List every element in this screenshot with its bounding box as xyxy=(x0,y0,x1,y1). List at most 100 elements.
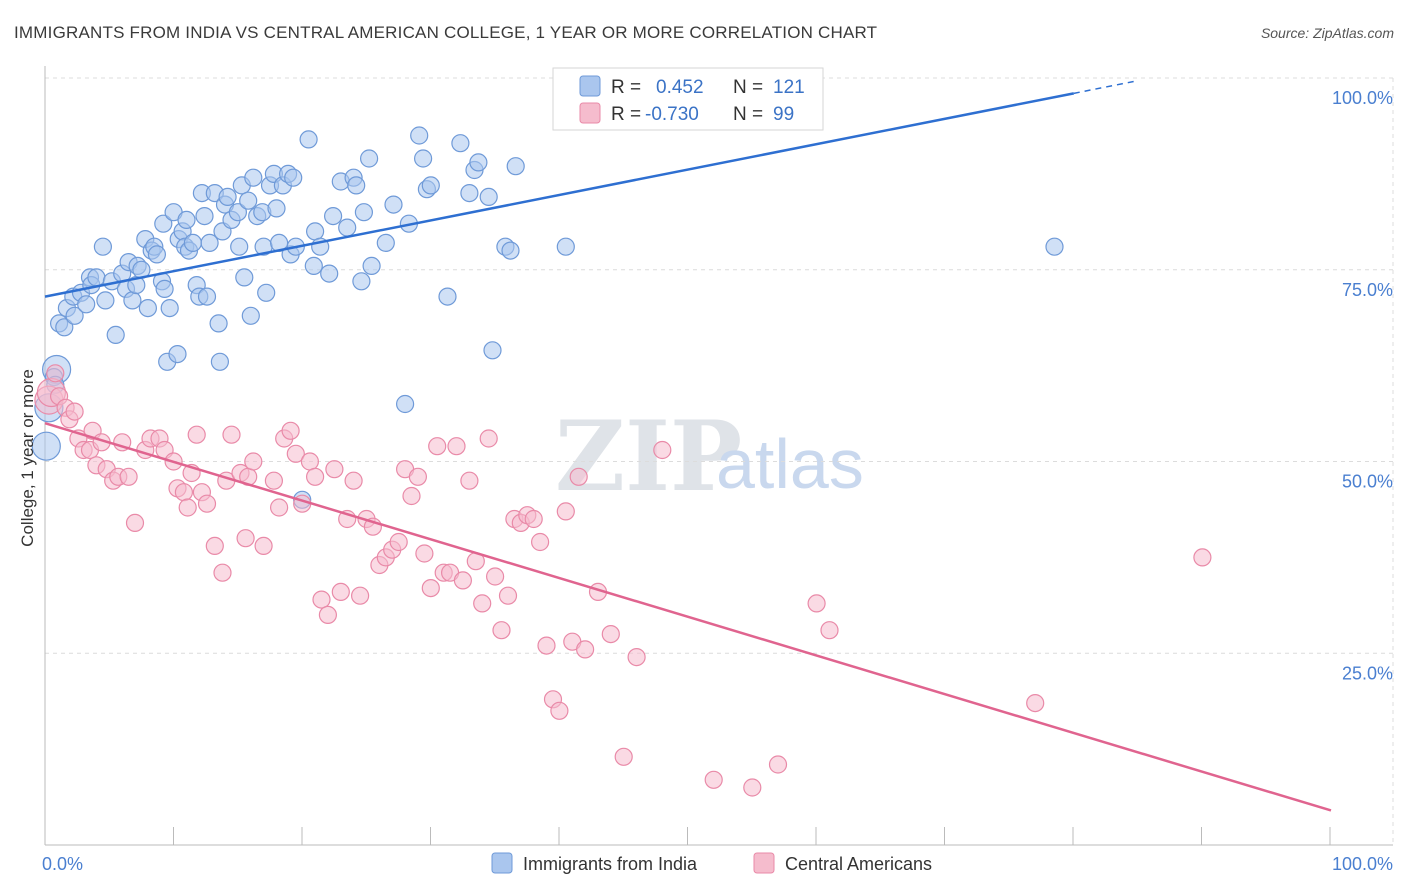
point-india xyxy=(55,318,74,337)
point-india xyxy=(506,157,525,176)
point-central-americans xyxy=(768,755,788,774)
point-central-americans xyxy=(351,586,370,605)
point-india xyxy=(257,283,276,302)
point-india xyxy=(451,134,470,153)
point-india xyxy=(241,306,260,325)
point-central-americans xyxy=(492,621,511,640)
point-india xyxy=(96,291,115,310)
point-central-americans xyxy=(820,621,839,640)
x-tick-label: 0.0% xyxy=(42,854,83,874)
legend-n-label-india: N = xyxy=(733,77,763,98)
point-central-americans xyxy=(447,437,466,456)
watermark-atlas: atlas xyxy=(716,425,864,503)
point-central-americans xyxy=(187,425,206,444)
point-central-americans xyxy=(174,483,193,502)
point-india xyxy=(183,233,202,252)
y-tick-label: 75.0% xyxy=(1342,280,1393,300)
point-central-americans xyxy=(569,467,588,486)
point-central-americans xyxy=(556,502,575,521)
point-central-americans xyxy=(270,498,289,517)
point-central-americans xyxy=(306,467,325,486)
point-central-americans xyxy=(460,471,479,490)
point-central-americans xyxy=(402,486,421,506)
point-central-americans xyxy=(46,364,65,383)
point-india xyxy=(376,233,395,252)
point-central-americans xyxy=(743,778,762,797)
point-india xyxy=(244,168,263,187)
point-central-americans xyxy=(453,571,472,590)
point-india xyxy=(556,237,575,256)
legend-n-value-india: 121 xyxy=(773,77,805,98)
point-india xyxy=(324,207,343,226)
point-india xyxy=(267,199,286,218)
point-india xyxy=(338,218,357,237)
point-central-americans xyxy=(415,544,434,563)
point-central-americans xyxy=(575,640,595,659)
point-central-americans xyxy=(704,770,723,789)
point-central-americans xyxy=(65,402,84,421)
series-swatch-india xyxy=(491,852,513,874)
point-central-americans xyxy=(205,536,224,556)
point-central-americans xyxy=(281,421,300,440)
point-central-americans xyxy=(236,529,255,548)
point-india xyxy=(147,245,166,264)
stats-legend: R = 0.452 N = 121 R = -0.730 N = 99 xyxy=(552,67,824,131)
point-india xyxy=(362,256,381,275)
point-central-americans xyxy=(254,536,273,556)
y-tick-label: 50.0% xyxy=(1342,472,1393,492)
point-central-americans xyxy=(119,467,138,486)
point-central-americans xyxy=(244,452,263,471)
y-tick-label: 25.0% xyxy=(1342,663,1393,683)
trend-line-india-extension xyxy=(1073,79,1139,95)
trend-line-india xyxy=(44,92,1075,298)
series-swatch-central xyxy=(753,852,775,874)
point-india xyxy=(200,233,219,252)
legend-n-value-central: 99 xyxy=(773,104,794,125)
legend-swatch-india xyxy=(579,75,601,97)
point-india xyxy=(77,295,96,314)
point-india xyxy=(469,153,488,172)
point-india xyxy=(160,299,179,318)
point-india xyxy=(1045,237,1064,256)
point-central-americans xyxy=(197,494,217,513)
series-label-central: Central Americans xyxy=(785,854,932,874)
point-india xyxy=(347,176,366,195)
point-india xyxy=(197,287,217,306)
point-central-americans xyxy=(524,509,543,529)
point-central-americans xyxy=(222,425,241,444)
point-central-americans xyxy=(318,605,337,625)
data-points xyxy=(31,126,1212,797)
point-india xyxy=(195,207,214,226)
x-tick-label: 100.0% xyxy=(1332,854,1393,874)
point-india xyxy=(239,191,258,210)
point-central-americans xyxy=(421,578,440,598)
point-central-americans xyxy=(614,747,633,766)
point-india xyxy=(209,314,228,333)
y-tick-label: 100.0% xyxy=(1332,88,1393,108)
point-central-americans xyxy=(213,563,232,582)
point-central-americans xyxy=(550,701,569,720)
point-central-americans xyxy=(331,582,350,602)
point-india xyxy=(210,352,229,371)
point-india xyxy=(93,237,113,256)
point-central-americans xyxy=(653,440,672,460)
point-india xyxy=(230,237,249,256)
point-central-americans xyxy=(1026,693,1045,713)
point-india xyxy=(65,306,84,325)
series-label-india: Immigrants from India xyxy=(523,854,698,874)
point-central-americans xyxy=(178,498,197,517)
point-central-americans xyxy=(627,647,646,667)
point-central-americans xyxy=(601,624,620,644)
series-legend: Immigrants from India Central Americans xyxy=(491,852,932,874)
point-india xyxy=(306,222,325,241)
legend-swatch-central xyxy=(579,102,601,124)
point-india xyxy=(460,184,479,203)
point-central-americans xyxy=(807,594,826,613)
point-central-americans xyxy=(428,437,447,456)
point-india xyxy=(354,203,373,222)
point-india xyxy=(304,256,323,275)
point-india xyxy=(501,241,520,260)
point-india xyxy=(421,176,440,195)
point-india xyxy=(228,203,247,222)
point-central-americans xyxy=(300,452,319,471)
